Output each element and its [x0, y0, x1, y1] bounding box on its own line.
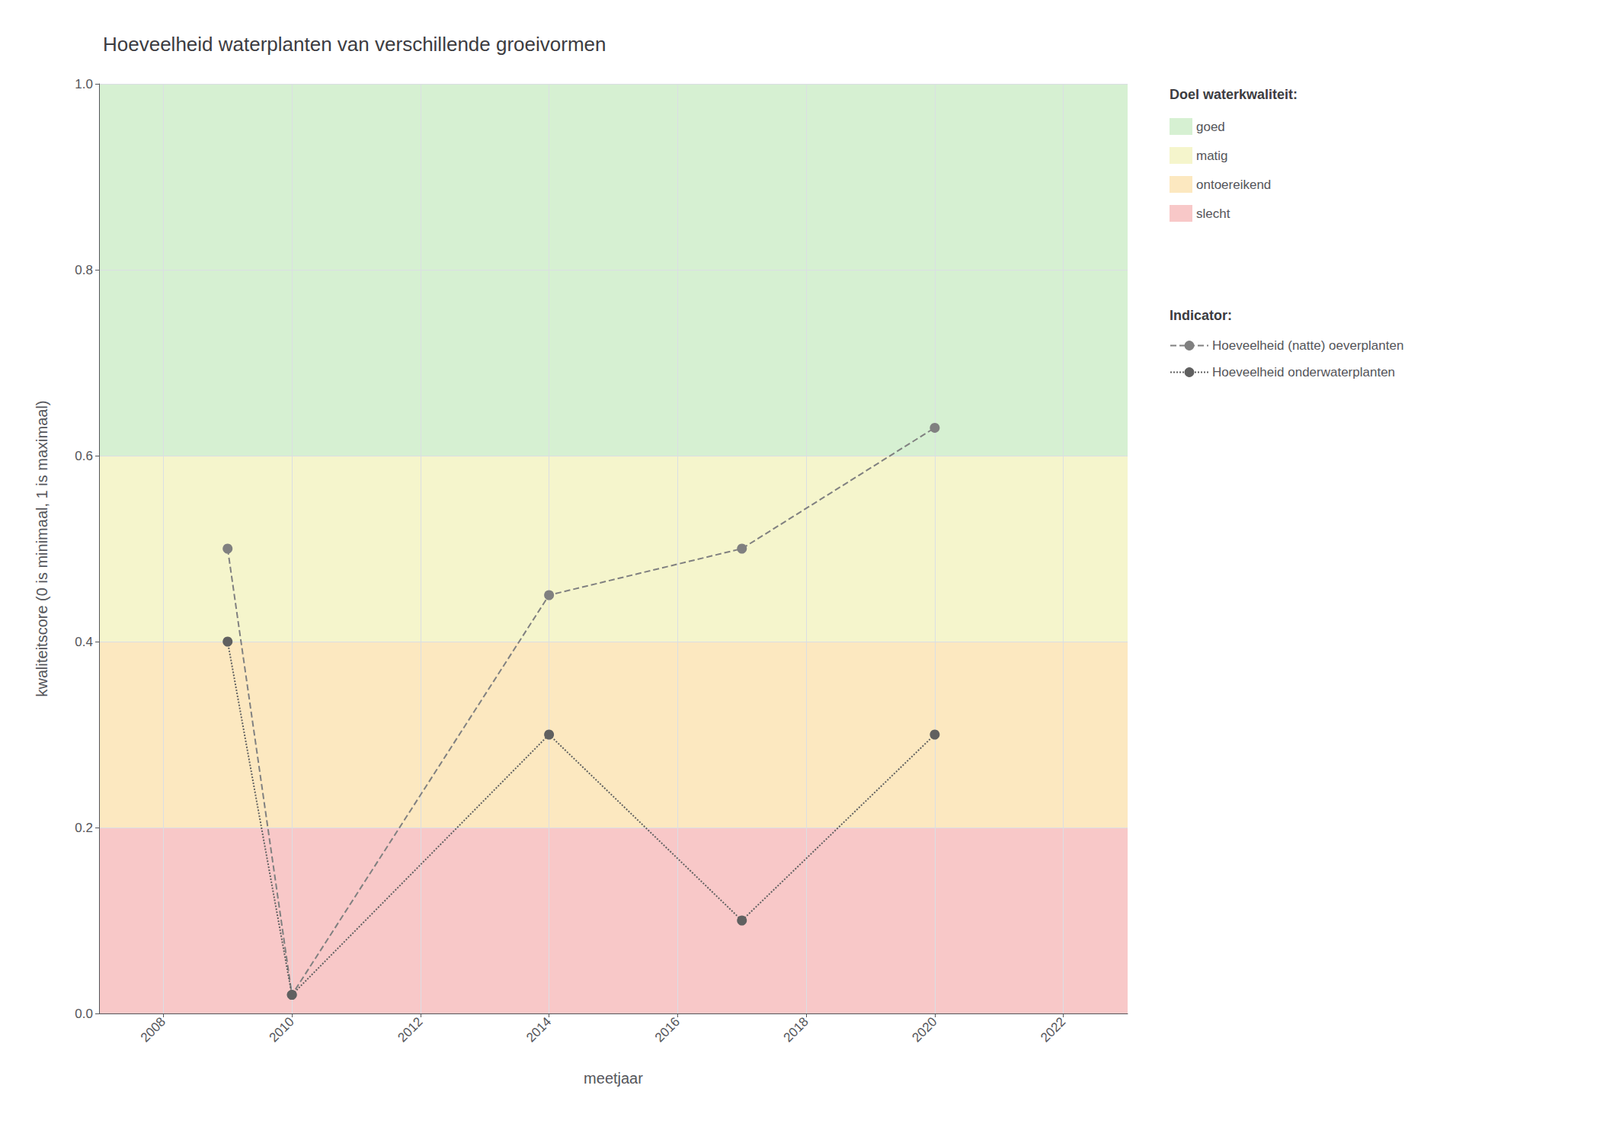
svg-text:1.0: 1.0 — [74, 76, 93, 92]
svg-text:2022: 2022 — [1037, 1014, 1069, 1045]
svg-text:0.0: 0.0 — [74, 1006, 93, 1021]
svg-text:2012: 2012 — [394, 1014, 426, 1045]
svg-text:2008: 2008 — [137, 1014, 169, 1045]
svg-text:0.6: 0.6 — [74, 448, 93, 464]
svg-text:0.2: 0.2 — [74, 820, 93, 836]
svg-text:2018: 2018 — [780, 1014, 812, 1045]
svg-text:Hoeveelheid (natte) oeverplant: Hoeveelheid (natte) oeverplanten — [1212, 338, 1404, 353]
svg-text:2020: 2020 — [908, 1014, 940, 1045]
svg-text:goed: goed — [1196, 119, 1226, 135]
svg-text:matig: matig — [1196, 148, 1229, 164]
svg-text:0.4: 0.4 — [74, 634, 93, 650]
svg-text:Indicator:: Indicator: — [1169, 307, 1232, 324]
svg-text:meetjaar: meetjaar — [583, 1069, 644, 1087]
svg-text:slecht: slecht — [1196, 206, 1231, 221]
svg-text:0.8: 0.8 — [74, 262, 93, 278]
svg-text:2016: 2016 — [652, 1014, 683, 1045]
svg-text:2014: 2014 — [523, 1014, 554, 1045]
svg-text:kwaliteitscore (0 is minimaal,: kwaliteitscore (0 is minimaal, 1 is maxi… — [33, 400, 51, 698]
svg-text:Doel waterkwaliteit:: Doel waterkwaliteit: — [1169, 86, 1298, 103]
svg-text:Hoeveelheid waterplanten van v: Hoeveelheid waterplanten van verschillen… — [102, 32, 607, 56]
svg-text:ontoereikend: ontoereikend — [1196, 177, 1271, 192]
svg-text:Hoeveelheid onderwaterplanten: Hoeveelheid onderwaterplanten — [1212, 364, 1396, 380]
svg-text:2010: 2010 — [266, 1014, 298, 1045]
